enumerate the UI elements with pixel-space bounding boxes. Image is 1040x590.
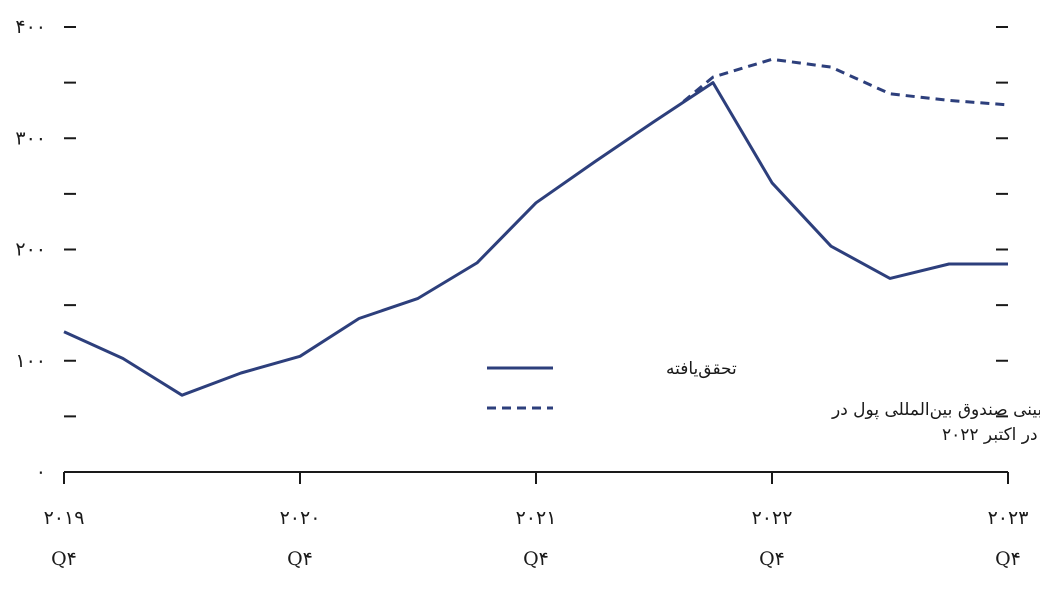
series-line-actual — [63, 81, 1008, 397]
x-tick-label-quarter: Q۴ — [759, 548, 785, 570]
series-layer — [63, 57, 1009, 397]
y-tick-label: ۰ — [36, 461, 46, 483]
legend-label-forecast-line2: گزارش چشم‌انداز اقتصاد جهان در اکتبر ۲۰۲… — [942, 424, 1040, 445]
y-tick-label: ۱۰۰ — [15, 350, 46, 372]
x-tick-label-year: ۲۰۲۱ — [516, 507, 557, 529]
y-tick-label: ۳۰۰ — [15, 127, 46, 149]
x-tick-label-year: ۲۰۱۹ — [44, 507, 85, 529]
x-axis: ۲۰۱۹ Q۴ ۲۰۲۰ Q۴ ۲۰۲۱ Q۴ ۲۰۲۲ Q۴ ۲۰۲۳ Q۴ — [44, 471, 1029, 570]
series-line-forecast — [682, 57, 1009, 107]
legend-label-forecast-line1: پیش‌بینی صندوق بین‌المللی پول در — [831, 400, 1040, 420]
legend: تحقق‌یافته پیش‌بینی صندوق بین‌المللی پول… — [487, 359, 1040, 445]
x-tick-label-quarter: Q۴ — [995, 548, 1021, 570]
y-tick-label: ۴۰۰ — [15, 16, 46, 38]
x-tick-label-quarter: Q۴ — [287, 548, 313, 570]
x-tick-label-quarter: Q۴ — [523, 548, 549, 570]
y-axis-right — [996, 26, 1008, 418]
y-tick-label: ۲۰۰ — [15, 239, 46, 261]
legend-label-actual: تحقق‌یافته — [666, 359, 737, 379]
x-tick-label-year: ۲۰۲۰ — [280, 507, 321, 529]
x-tick-label-year: ۲۰۲۲ — [752, 507, 793, 529]
x-tick-label-quarter: Q۴ — [51, 548, 77, 570]
y-axis-left: ۰ ۱۰۰ ۲۰۰ ۳۰۰ ۴۰۰ — [15, 16, 76, 483]
x-tick-label-year: ۲۰۲۳ — [988, 507, 1029, 529]
